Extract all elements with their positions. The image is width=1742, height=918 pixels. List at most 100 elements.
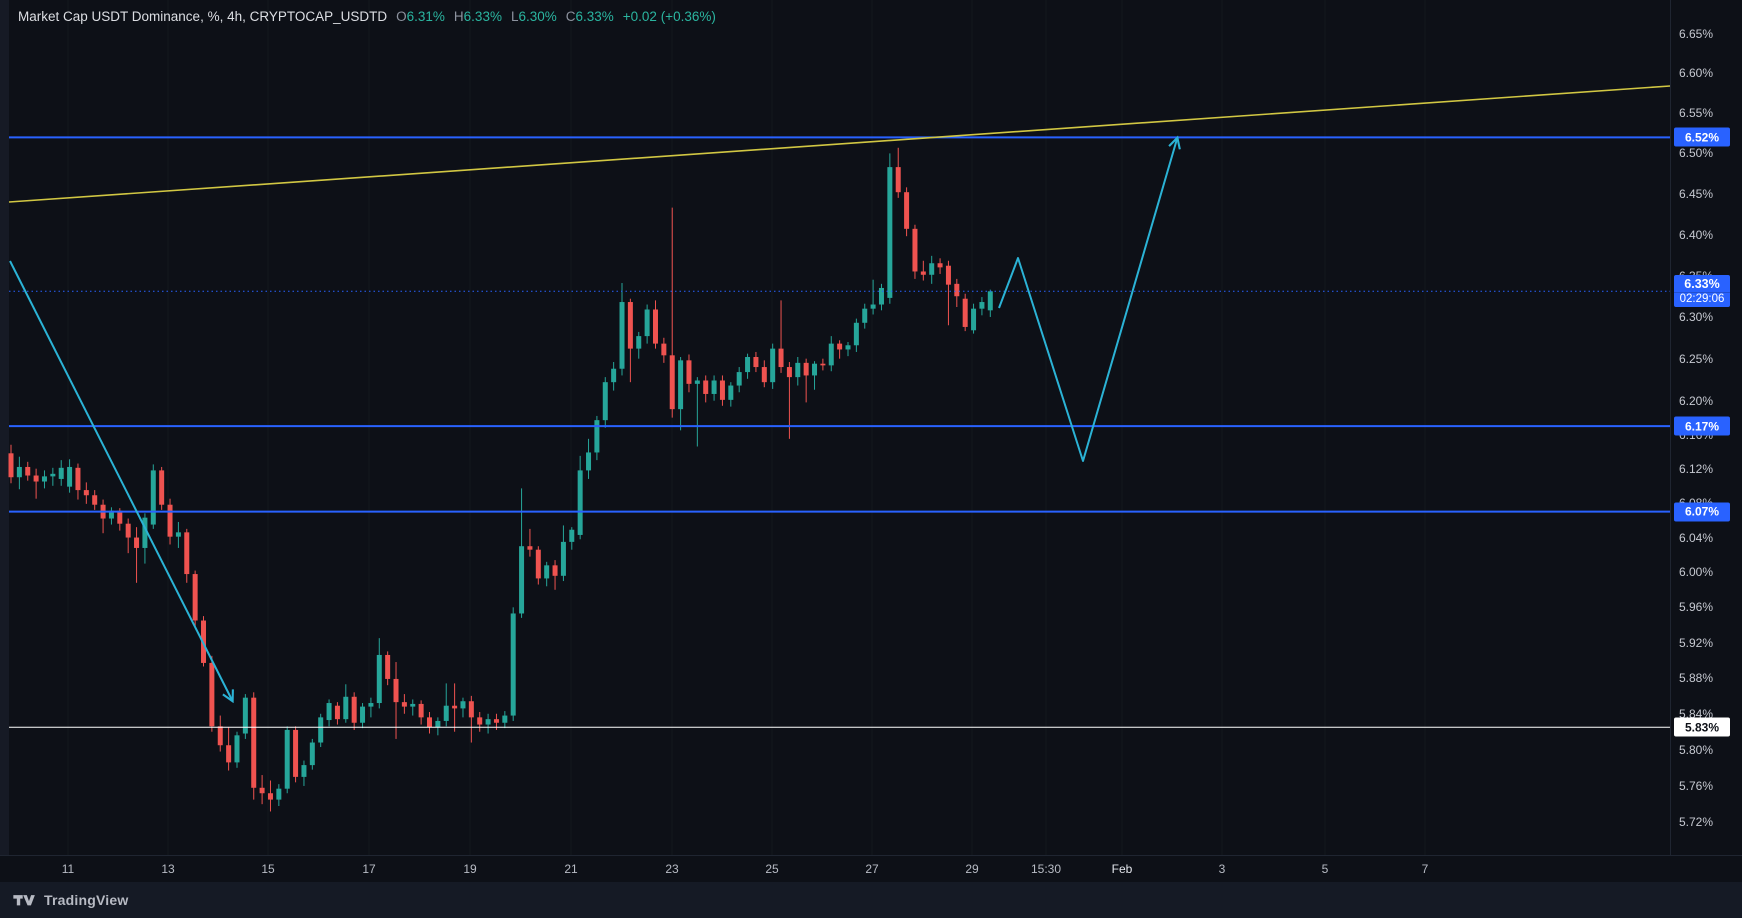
- candle: [795, 356, 801, 386]
- candle: [318, 713, 324, 748]
- candle: [845, 341, 851, 357]
- candle: [862, 303, 868, 329]
- candle: [544, 561, 550, 587]
- candle: [83, 482, 89, 504]
- candle: [485, 713, 491, 734]
- candle: [619, 283, 625, 376]
- candle: [661, 337, 667, 363]
- candle: [150, 464, 156, 529]
- last-price-badge: 6.33% 02:29:06: [1674, 275, 1730, 308]
- candle: [711, 375, 717, 401]
- price-axis-label: 6.45%: [1679, 186, 1714, 201]
- candle: [67, 459, 73, 493]
- price-axis-label: 6.50%: [1679, 146, 1714, 161]
- candle: [895, 147, 901, 198]
- candle: [920, 260, 926, 281]
- candle: [694, 377, 700, 447]
- candle: [427, 711, 432, 734]
- candle: [602, 377, 608, 428]
- tradingview-logo[interactable]: TradingView: [12, 892, 128, 908]
- last-price-value: 6.33%: [1684, 277, 1720, 292]
- candle: [435, 717, 441, 736]
- candle: [870, 279, 876, 315]
- time-axis-label: 29: [965, 862, 979, 876]
- zigzag-projection-drawing[interactable]: [998, 139, 1177, 462]
- candle: [954, 278, 960, 308]
- price-line-badge: 6.52%: [1674, 127, 1730, 147]
- time-axis-label: 27: [865, 862, 879, 876]
- candle: [853, 318, 859, 352]
- candle: [812, 361, 818, 390]
- candle: [393, 662, 399, 739]
- candle: [535, 546, 541, 585]
- candle: [636, 331, 642, 359]
- price-axis-label: 6.65%: [1679, 27, 1714, 41]
- candle: [251, 692, 257, 800]
- price-axis-label: 6.12%: [1679, 461, 1714, 476]
- candle: [134, 527, 140, 583]
- chart-canvas[interactable]: [0, 0, 1670, 855]
- price-line-badge: 6.07%: [1674, 502, 1730, 522]
- time-axis-label: 19: [463, 862, 477, 876]
- candle: [770, 343, 776, 389]
- price-axis-label: 6.25%: [1679, 351, 1714, 366]
- candle: [284, 726, 290, 794]
- candle: [418, 700, 424, 725]
- candle: [703, 375, 709, 403]
- down-arrow-drawing[interactable]: [9, 260, 232, 700]
- candle: [878, 283, 884, 311]
- candle: [510, 607, 516, 721]
- price-axis-label: 5.84%: [1679, 706, 1714, 721]
- candle: [108, 507, 114, 525]
- candle: [50, 467, 56, 486]
- candle: [309, 738, 315, 770]
- candle: [686, 354, 692, 393]
- candle: [644, 304, 650, 344]
- time-axis[interactable]: 11 13 15 17 19 21 23 25 27 29 15:30 Feb 3 5 7: [0, 855, 1742, 883]
- candle: [828, 336, 834, 372]
- candle: [719, 375, 725, 406]
- candle: [401, 694, 407, 714]
- candle: [652, 300, 658, 349]
- candle: [209, 655, 215, 732]
- candle: [259, 775, 265, 805]
- candle: [937, 258, 943, 274]
- candle: [16, 456, 22, 490]
- candle: [987, 289, 993, 317]
- price-axis[interactable]: 6.65%6.60%6.55%6.50%6.45%6.40%6.35%6.30%…: [1670, 0, 1742, 855]
- candle: [552, 560, 558, 590]
- candle: [929, 255, 935, 284]
- footer-bar: TradingView: [0, 882, 1742, 918]
- time-axis-label: 23: [665, 862, 679, 876]
- price-axis-label: 6.04%: [1679, 530, 1714, 545]
- time-axis-label: 21: [564, 862, 578, 876]
- candle: [786, 362, 792, 439]
- candle: [41, 470, 47, 489]
- time-axis-label: Feb: [1111, 862, 1133, 876]
- candle: [803, 358, 809, 403]
- candle: [962, 293, 968, 332]
- candle: [502, 711, 508, 729]
- candle: [8, 444, 14, 484]
- price-axis-label: 6.30%: [1679, 309, 1714, 324]
- candle: [142, 513, 148, 564]
- time-axis-label: 11: [61, 862, 75, 876]
- candle: [326, 699, 332, 727]
- candle: [945, 260, 951, 326]
- symbol-legend[interactable]: Market Cap USDT Dominance, %, 4h, CRYPTO…: [18, 9, 716, 24]
- candle: [410, 699, 416, 716]
- price-axis-label: 5.92%: [1679, 635, 1714, 650]
- change-value: +0.02 (+0.36%): [622, 9, 716, 24]
- time-axis-label: 13: [161, 862, 175, 876]
- yellow-trendline[interactable]: [8, 85, 1670, 203]
- candle: [904, 187, 910, 237]
- candle: [527, 528, 533, 557]
- candle: [368, 697, 374, 718]
- bar-countdown: 02:29:06: [1674, 292, 1730, 307]
- candle: [360, 703, 366, 729]
- price-axis-label: 6.55%: [1679, 106, 1714, 121]
- candle: [820, 358, 826, 371]
- candle: [75, 463, 81, 500]
- candle: [627, 298, 633, 383]
